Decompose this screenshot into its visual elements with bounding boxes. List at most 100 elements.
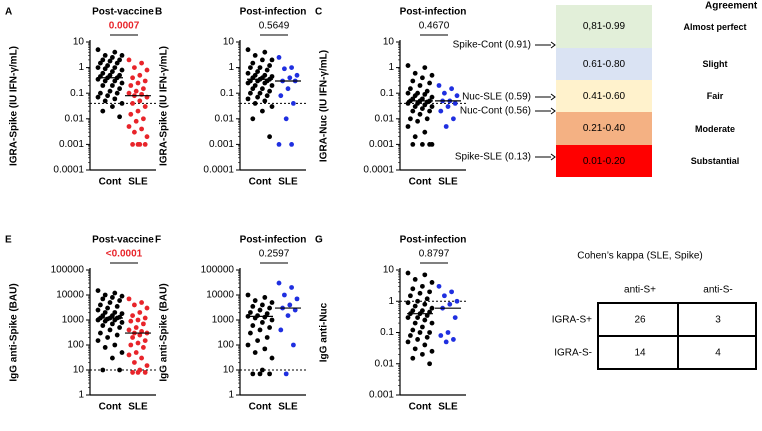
dot (438, 333, 444, 338)
dot (408, 116, 413, 122)
dot (144, 305, 150, 311)
dot (420, 75, 425, 81)
dot (110, 69, 115, 74)
dot (260, 302, 265, 308)
y-tick-label: 0.01 (375, 113, 395, 124)
dot (141, 345, 146, 350)
dot (257, 327, 263, 333)
dot (114, 332, 120, 338)
dot (282, 292, 287, 298)
dot (128, 111, 134, 117)
p-value: 0.0007 (109, 21, 140, 32)
dot (260, 57, 265, 63)
annotation: Spike-SLE (0.13) (455, 152, 531, 163)
dot (110, 321, 115, 327)
dot (245, 47, 251, 53)
dot (422, 102, 428, 108)
dot (405, 63, 411, 68)
dot (141, 321, 146, 327)
chart-title: Post-infection (400, 7, 467, 18)
table-title: Cohen’s kappa (SLE, Spike) (577, 251, 702, 262)
dot (436, 283, 442, 289)
dot (102, 66, 108, 72)
dot (139, 126, 145, 132)
dot (119, 100, 125, 106)
p-value: 0.5649 (259, 21, 290, 32)
y-tick-label: 0.01 (375, 358, 395, 369)
dot (451, 337, 456, 342)
arrow-head (550, 93, 556, 101)
dot (283, 371, 289, 377)
dot (100, 296, 106, 302)
dot (422, 342, 428, 348)
y-tick-label: 1000 (212, 315, 235, 326)
dot (98, 60, 103, 66)
dot (119, 320, 125, 325)
dot (451, 116, 456, 122)
row-header: IGRA-S+ (552, 315, 592, 326)
dot (276, 280, 282, 286)
x-tick-label: SLE (438, 177, 458, 188)
agreement-header: Agreement (705, 1, 758, 12)
dot (245, 70, 251, 76)
dot (248, 90, 253, 96)
y-axis-label: IgG anti-Spike (BAU) (9, 283, 20, 381)
dot (110, 55, 115, 60)
dot (248, 65, 253, 70)
dot (410, 327, 416, 333)
dot (245, 80, 251, 86)
table-cell: 14 (634, 348, 646, 359)
dot (102, 78, 108, 84)
y-axis-label: IGRA-Spike (IU IFN-γ/mL) (159, 46, 170, 166)
dot (135, 80, 141, 86)
dot (130, 313, 136, 318)
y-tick-label: 0.0001 (53, 165, 84, 176)
dot (133, 88, 139, 94)
dot (252, 350, 258, 355)
dot (126, 327, 132, 333)
dot (132, 129, 137, 135)
dot (135, 340, 141, 346)
dot (114, 90, 120, 96)
dot (262, 295, 268, 300)
dot (267, 63, 272, 68)
dot (137, 310, 143, 315)
dot (95, 338, 101, 343)
dot (110, 83, 115, 88)
dot (262, 314, 268, 320)
dot (112, 342, 118, 348)
dot (424, 313, 430, 318)
dot (264, 93, 270, 99)
dot (133, 350, 139, 355)
chart-title: Post-infection (400, 235, 467, 246)
scale-label: Fair (706, 91, 724, 101)
x-tick-label: Cont (409, 402, 432, 413)
dot (415, 315, 420, 320)
dot (267, 305, 272, 311)
dot (114, 303, 120, 309)
y-tick-label: 10 (73, 365, 85, 376)
dot (267, 325, 272, 330)
dot (107, 327, 113, 333)
dot (443, 339, 449, 345)
dot (135, 108, 141, 114)
dot (429, 320, 435, 326)
dot (262, 98, 268, 104)
dot (107, 88, 113, 94)
x-tick-label: Cont (249, 402, 272, 413)
dot (422, 317, 428, 323)
dot (427, 330, 432, 335)
dot (412, 320, 418, 326)
dot (100, 323, 106, 328)
p-value: 0.2597 (259, 249, 290, 260)
dot (95, 94, 101, 100)
y-tick-label: 1 (388, 62, 394, 73)
panel-letter: G (315, 235, 323, 246)
dot (114, 60, 120, 66)
dot (126, 296, 132, 302)
dot (248, 310, 253, 315)
dot (119, 80, 125, 86)
dot (294, 72, 300, 78)
dot (139, 300, 145, 305)
